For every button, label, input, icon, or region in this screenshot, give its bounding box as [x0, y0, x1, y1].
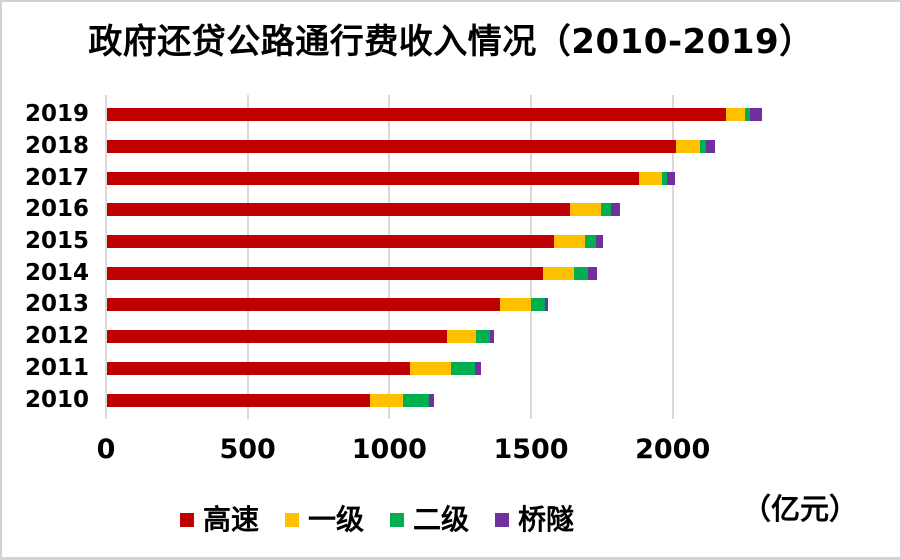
- bar-segment-二级-2016: [601, 203, 612, 217]
- gridline-1500: [530, 95, 533, 419]
- y-axis-label-2012: 2012: [24, 323, 89, 350]
- bar-segment-高速-2014: [107, 266, 544, 280]
- bar-segment-一级-2012: [446, 330, 477, 344]
- bar-segment-一级-2013: [499, 298, 531, 312]
- legend-swatch-icon: [179, 513, 194, 528]
- gridline-1000: [388, 95, 391, 419]
- bar-segment-高速-2017: [107, 171, 640, 185]
- x-axis-tick-500: 500: [219, 434, 276, 465]
- y-axis-label-2018: 2018: [24, 133, 89, 160]
- bar-row-2010: 2010: [2, 384, 900, 416]
- gridline-0: [105, 95, 107, 419]
- stacked-bar-2012: [107, 330, 494, 344]
- x-axis-labels: 0 500 1000 1500 2000: [2, 436, 900, 466]
- bar-segment-一级-2011: [410, 361, 452, 375]
- stacked-bar-2018: [107, 140, 715, 154]
- stacked-bar-2014: [107, 266, 597, 280]
- stacked-bar-2010: [107, 393, 434, 407]
- bar-segment-一级-2019: [726, 108, 746, 122]
- stacked-bar-2013: [107, 298, 549, 312]
- stacked-bar-2019: [107, 108, 762, 122]
- legend-item-一级: 一级: [284, 503, 364, 536]
- chart-title: 政府还贷公路通行费收入情况（2010-2019）: [88, 22, 814, 62]
- bar-segment-桥隧-2015: [595, 235, 603, 249]
- gridline-2000: [671, 95, 674, 419]
- bar-row-2014: 2014: [2, 257, 900, 289]
- bar-segment-高速-2010: [107, 393, 371, 407]
- x-axis-tick-0: 0: [96, 434, 116, 465]
- bar-segment-高速-2013: [107, 298, 500, 312]
- x-axis-tick-1500: 1500: [493, 434, 569, 465]
- bar-segment-桥隧-2011: [475, 361, 481, 375]
- bar-segment-一级-2016: [570, 203, 602, 217]
- bar-row-2011: 2011: [2, 353, 900, 385]
- bar-segment-二级-2010: [403, 393, 429, 407]
- x-axis-tick-2000: 2000: [635, 434, 711, 465]
- legend-swatch-icon: [390, 513, 404, 528]
- stacked-bar-2016: [107, 203, 621, 217]
- legend-item-高速: 高速: [179, 503, 259, 536]
- bar-segment-高速-2016: [107, 203, 571, 217]
- bar-segment-二级-2012: [476, 330, 490, 344]
- gridline-500: [246, 95, 249, 419]
- legend-label: 高速: [202, 503, 259, 536]
- bar-segment-桥隧-2012: [489, 330, 494, 344]
- bar-row-2013: 2013: [2, 289, 900, 321]
- stacked-bar-2015: [107, 235, 603, 249]
- bar-row-2018: 2018: [2, 131, 900, 163]
- y-axis-label-2017: 2017: [24, 164, 89, 191]
- y-axis-label-2015: 2015: [24, 228, 89, 255]
- bar-segment-高速-2012: [107, 330, 447, 344]
- stacked-bar-2017: [107, 171, 676, 185]
- legend: 高速 一级 二级 桥隧: [2, 503, 752, 536]
- bar-segment-桥隧-2014: [587, 266, 597, 280]
- bar-segment-桥隧-2010: [428, 393, 434, 407]
- legend-item-二级: 二级: [390, 503, 470, 536]
- y-axis-label-2013: 2013: [24, 291, 89, 318]
- bar-rows: 2019 2018 2017 2016 2015 2014 2013 2012 2011 2010: [2, 99, 900, 416]
- y-axis-label-2010: 2010: [24, 386, 89, 413]
- bar-segment-二级-2013: [530, 298, 546, 312]
- bar-segment-二级-2011: [451, 361, 476, 375]
- bar-segment-二级-2015: [584, 235, 596, 249]
- bar-segment-高速-2018: [107, 140, 677, 154]
- legend-swatch-icon: [284, 513, 299, 528]
- bar-row-2012: 2012: [2, 321, 900, 353]
- legend-label: 二级: [413, 503, 470, 536]
- bar-segment-一级-2018: [676, 140, 701, 154]
- legend-swatch-icon: [495, 513, 510, 528]
- y-axis-label-2016: 2016: [24, 196, 89, 223]
- bar-segment-桥隧-2013: [545, 298, 549, 312]
- bar-row-2019: 2019: [2, 99, 900, 131]
- bar-segment-高速-2011: [107, 361, 411, 375]
- stacked-bar-2011: [107, 361, 481, 375]
- y-axis-label-2019: 2019: [24, 101, 89, 128]
- bar-segment-一级-2017: [639, 171, 662, 185]
- legend-label: 一级: [307, 503, 364, 536]
- plot-area: 2019 2018 2017 2016 2015 2014 2013 2012 2011 2010: [2, 95, 900, 419]
- bar-segment-二级-2017: [661, 171, 668, 185]
- legend-item-桥隧: 桥隧: [495, 503, 575, 536]
- unit-label: （亿元）: [742, 492, 859, 526]
- bar-row-2017: 2017: [2, 162, 900, 194]
- bar-segment-桥隧-2019: [750, 108, 762, 122]
- bar-segment-二级-2018: [700, 140, 706, 154]
- x-axis-tick-1000: 1000: [351, 434, 427, 465]
- bar-segment-一级-2014: [543, 266, 574, 280]
- bar-segment-二级-2019: [745, 108, 751, 122]
- bar-segment-桥隧-2018: [705, 140, 715, 154]
- bar-segment-一级-2015: [553, 235, 585, 249]
- bar-row-2015: 2015: [2, 226, 900, 258]
- bar-segment-二级-2014: [573, 266, 588, 280]
- bar-segment-高速-2015: [107, 235, 554, 249]
- y-axis-label-2011: 2011: [24, 354, 89, 381]
- bar-segment-高速-2019: [107, 108, 727, 122]
- y-axis-label-2014: 2014: [24, 259, 89, 286]
- legend-label: 桥隧: [518, 503, 575, 536]
- bar-segment-桥隧-2017: [667, 171, 676, 185]
- bar-segment-桥隧-2016: [611, 203, 621, 217]
- bar-row-2016: 2016: [2, 194, 900, 226]
- bar-segment-一级-2010: [370, 393, 404, 407]
